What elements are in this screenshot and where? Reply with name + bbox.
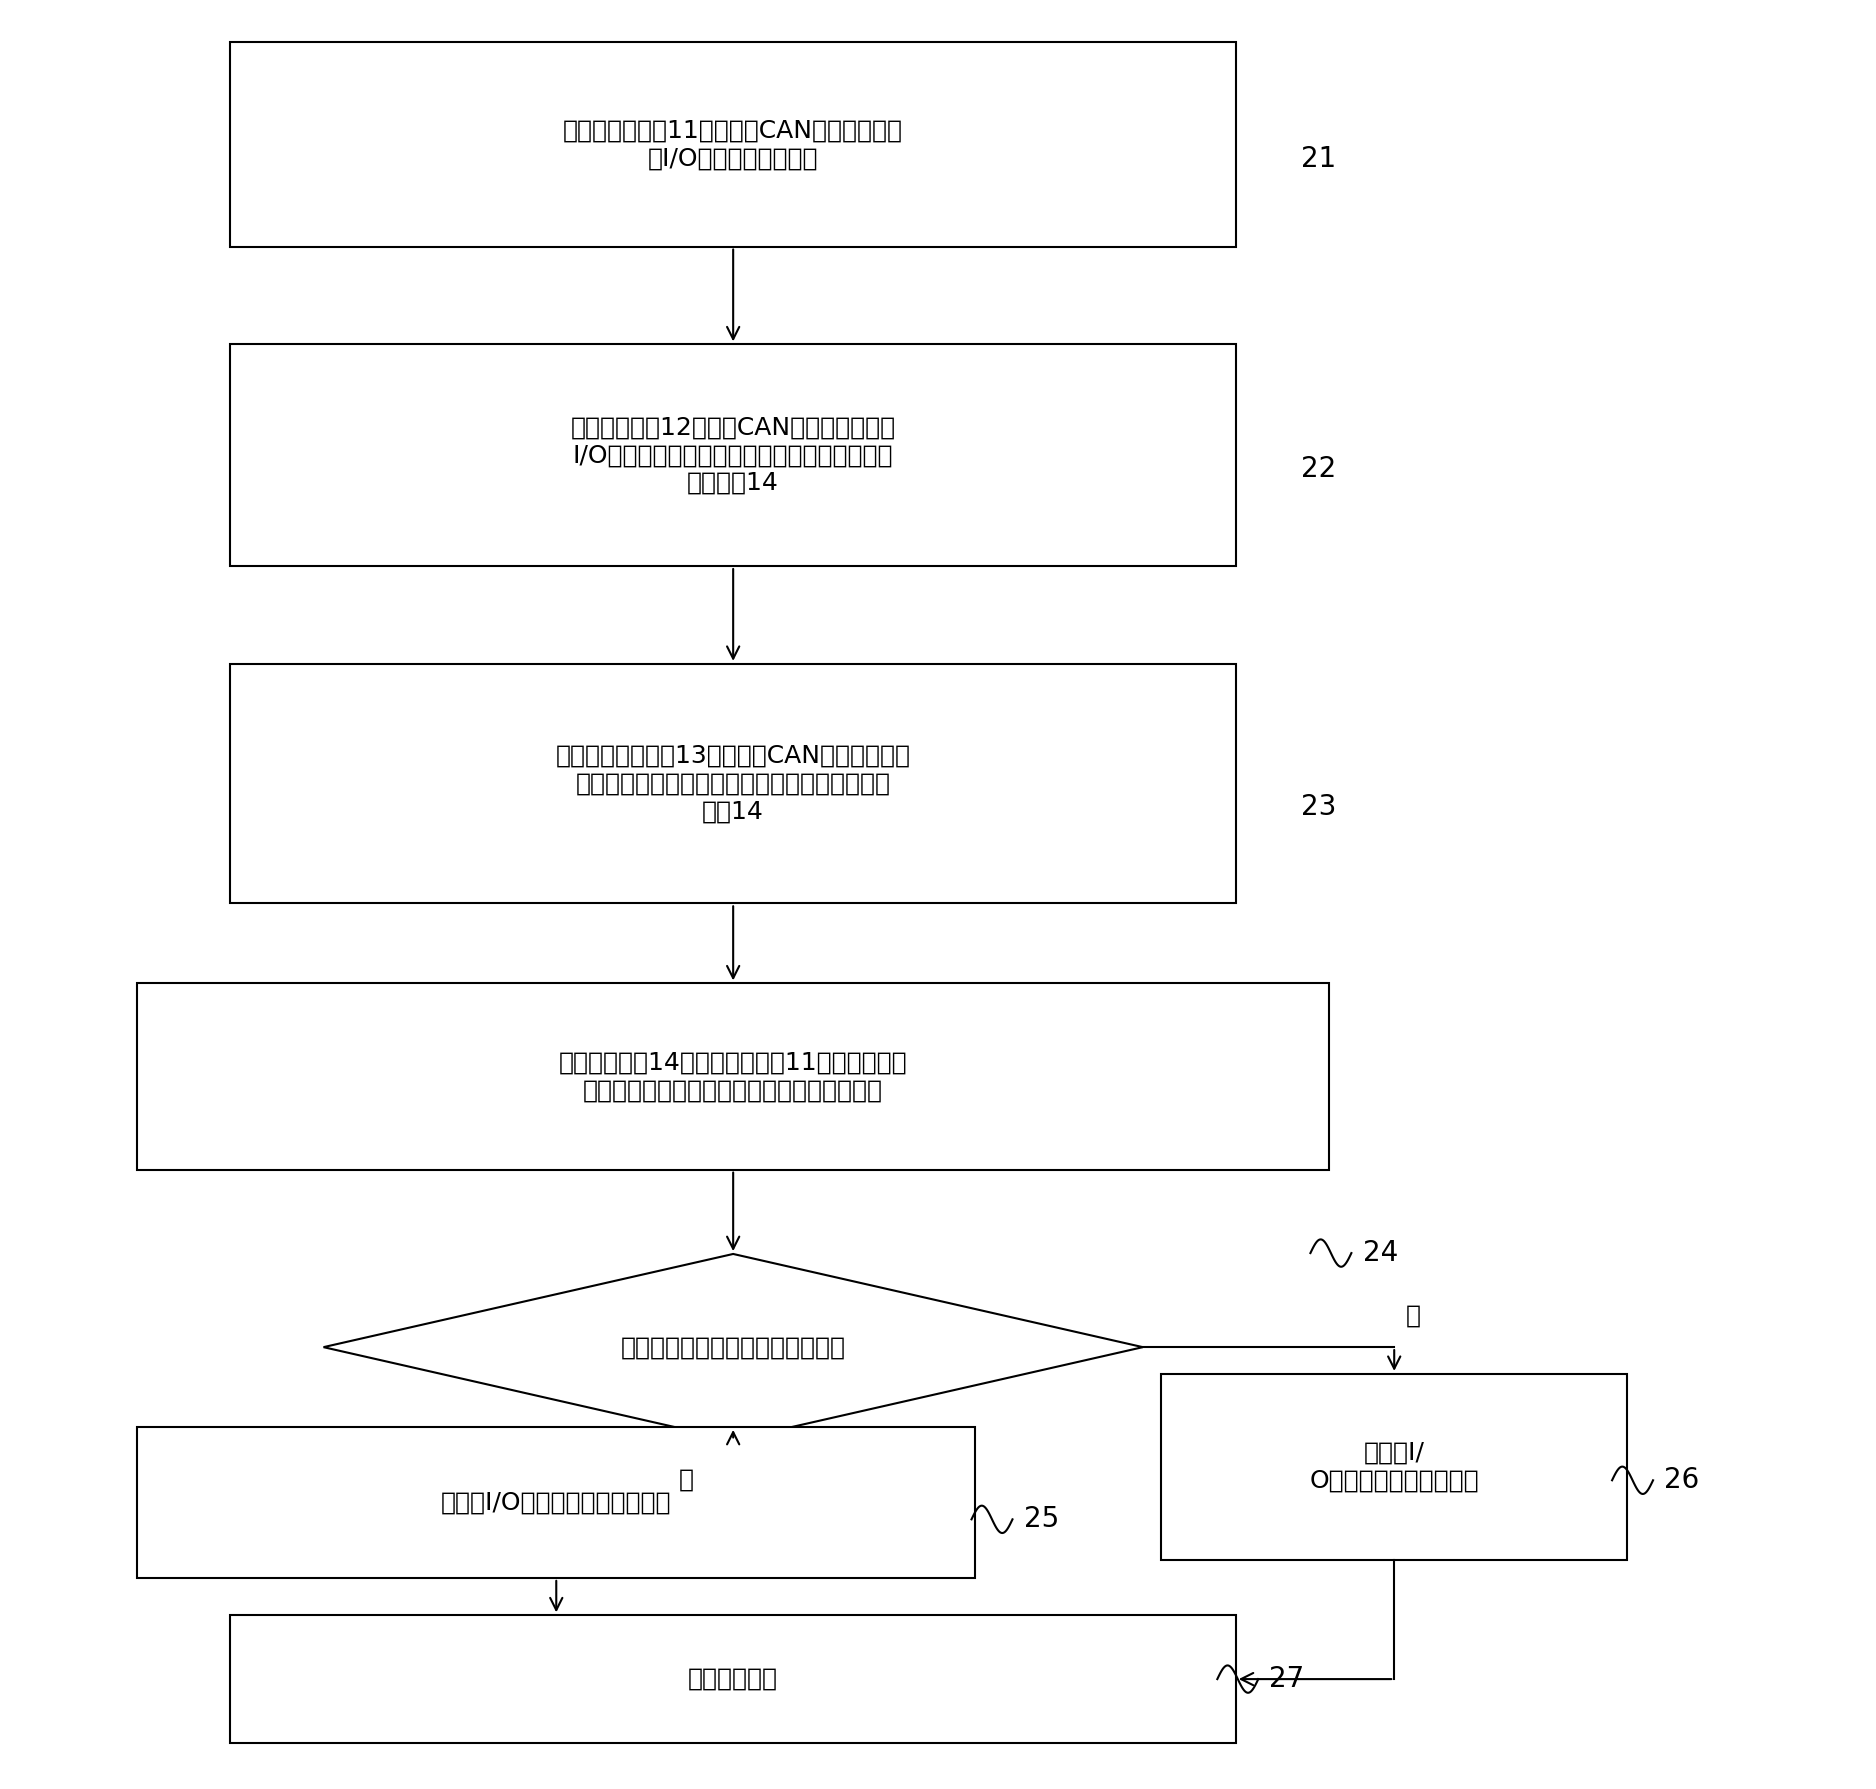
- Text: 24: 24: [1362, 1240, 1398, 1267]
- Text: 所述比较单元14从所述配置单元11根据所述控制
逻辑查找与所述输入信号对应的预定输出信号: 所述比较单元14从所述配置单元11根据所述控制 逻辑查找与所述输入信号对应的预定…: [559, 1050, 908, 1102]
- Text: 测试流程结束: 测试流程结束: [688, 1667, 779, 1691]
- FancyBboxPatch shape: [231, 664, 1236, 903]
- Text: 25: 25: [1024, 1505, 1058, 1533]
- Text: 所述输入单元12向所述CAN总线控制模块的
I/O引脚输入信号，并将所述送至所述输入信号
比较单元14: 所述输入单元12向所述CAN总线控制模块的 I/O引脚输入信号，并将所述送至所述…: [570, 415, 895, 496]
- Text: 在所述配置单元11中，配置CAN总线控制模块
的I/O引脚的控制逻辑；: 在所述配置单元11中，配置CAN总线控制模块 的I/O引脚的控制逻辑；: [563, 118, 902, 170]
- Text: 21: 21: [1302, 145, 1336, 174]
- Text: 26: 26: [1664, 1467, 1700, 1494]
- FancyBboxPatch shape: [231, 343, 1236, 565]
- FancyBboxPatch shape: [137, 984, 1328, 1170]
- Text: 是: 是: [679, 1467, 694, 1492]
- Text: 27: 27: [1270, 1666, 1304, 1692]
- Text: 预定输出信号与输出信号是否相同: 预定输出信号与输出信号是否相同: [621, 1335, 846, 1360]
- Text: 否: 否: [1405, 1302, 1420, 1327]
- FancyBboxPatch shape: [137, 1428, 976, 1578]
- Text: 所述输出检测单元13检测所述CAN总线控制模块
的输出信号，并将所述输出信号传输至所述比较
单元14: 所述输出检测单元13检测所述CAN总线控制模块 的输出信号，并将所述输出信号传输…: [555, 744, 910, 823]
- Polygon shape: [323, 1254, 1142, 1440]
- Text: 23: 23: [1302, 793, 1336, 821]
- Text: 22: 22: [1302, 456, 1336, 483]
- FancyBboxPatch shape: [231, 1615, 1236, 1742]
- FancyBboxPatch shape: [231, 43, 1236, 247]
- FancyBboxPatch shape: [1161, 1374, 1626, 1560]
- Text: 输出该I/
O引脚的测试错误的信息: 输出该I/ O引脚的测试错误的信息: [1309, 1442, 1478, 1492]
- Text: 输出该I/O引脚的测试正确的信息: 输出该I/O引脚的测试正确的信息: [441, 1490, 672, 1515]
